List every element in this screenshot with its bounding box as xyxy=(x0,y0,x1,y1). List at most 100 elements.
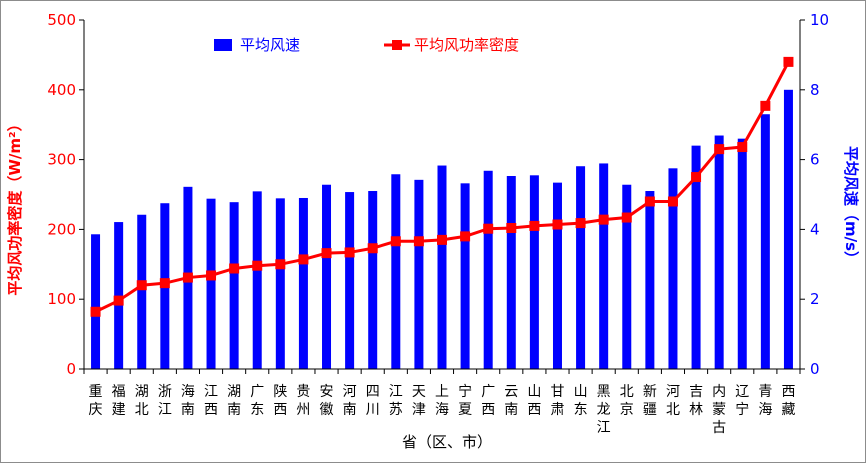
line-point-安徽 xyxy=(321,248,332,259)
line-point-湖南 xyxy=(229,263,240,274)
y-left-tick-label: 300 xyxy=(47,151,76,169)
x-tick-label-新疆: 新疆 xyxy=(643,384,657,418)
x-tick-label-内蒙古: 内蒙古 xyxy=(712,384,726,436)
y-right-tick-label: 0 xyxy=(810,360,820,378)
legend-swatch-marker xyxy=(392,40,402,50)
x-tick-label-山西: 山西 xyxy=(527,384,541,418)
y-right-tick-label: 4 xyxy=(810,220,820,238)
y-left-tick-label: 500 xyxy=(47,11,76,29)
x-tick-label-湖南: 湖南 xyxy=(227,384,241,418)
line-point-江苏 xyxy=(390,236,401,247)
x-tick-label-贵州: 贵州 xyxy=(296,384,310,418)
bar-安徽 xyxy=(322,184,332,369)
bar-辽宁 xyxy=(737,138,747,369)
x-tick-label-甘肃: 甘肃 xyxy=(550,384,564,418)
line-point-四川 xyxy=(367,243,378,254)
bar-山东 xyxy=(576,166,586,369)
line-point-陕西 xyxy=(275,259,286,270)
y-left-tick-label: 400 xyxy=(47,81,76,99)
x-axis-title: 省（区、市） xyxy=(402,433,492,451)
bar-江西 xyxy=(206,198,216,369)
bar-河南 xyxy=(345,192,355,369)
x-tick-label-福建: 福建 xyxy=(112,384,126,418)
x-tick-label-黑龙江: 黑龙江 xyxy=(597,384,611,436)
bar-宁夏 xyxy=(460,183,470,369)
bar-贵州 xyxy=(298,197,308,369)
y-right-tick-label: 8 xyxy=(810,81,820,99)
x-tick-label-北京: 北京 xyxy=(620,384,634,418)
x-tick-label-宁夏: 宁夏 xyxy=(458,383,472,418)
line-point-河南 xyxy=(344,247,355,258)
legend: 平均风速 平均风功率密度 xyxy=(214,36,519,54)
x-tick-label-重庆: 重庆 xyxy=(89,384,103,418)
legend-label-bar: 平均风速 xyxy=(240,36,300,54)
line-point-青海 xyxy=(760,100,771,111)
bar-上海 xyxy=(437,165,447,369)
x-tick-label-湖北: 湖北 xyxy=(135,384,149,418)
bar-重庆 xyxy=(91,234,101,369)
line-point-内蒙古 xyxy=(714,144,725,155)
bar-新疆 xyxy=(645,191,655,369)
bar-广西 xyxy=(483,170,493,369)
bar-甘肃 xyxy=(552,182,562,369)
bar-天津 xyxy=(414,179,424,369)
line-point-黑龙江 xyxy=(598,214,609,225)
line-point-重庆 xyxy=(90,306,101,317)
line-point-江西 xyxy=(206,270,217,281)
bar-福建 xyxy=(114,222,124,369)
line-point-天津 xyxy=(413,236,424,247)
bar-青海 xyxy=(760,114,770,369)
bar-河北 xyxy=(668,168,678,369)
y-right-tick-label: 10 xyxy=(810,11,829,29)
bar-陕西 xyxy=(275,198,285,369)
bar-北京 xyxy=(622,184,632,369)
x-tick-label-海南: 海南 xyxy=(181,384,195,418)
line-point-甘肃 xyxy=(552,219,563,230)
x-tick-label-安徽: 安徽 xyxy=(320,384,334,418)
line-point-广西 xyxy=(483,223,494,234)
line-point-新疆 xyxy=(644,196,655,207)
line-point-北京 xyxy=(621,212,632,223)
x-tick-label-河北: 河北 xyxy=(666,384,680,418)
y-right-tick-label: 6 xyxy=(810,151,820,169)
line-point-上海 xyxy=(437,234,447,245)
x-tick-label-江苏: 江苏 xyxy=(389,384,403,418)
x-tick-label-广东: 广东 xyxy=(250,384,264,418)
bar-黑龙江 xyxy=(599,163,609,369)
x-tick-label-浙江: 浙江 xyxy=(158,384,172,418)
line-point-辽宁 xyxy=(737,142,748,153)
bar-湖南 xyxy=(229,202,239,369)
bar-云南 xyxy=(506,176,516,369)
bar-西藏 xyxy=(783,89,793,370)
bar-四川 xyxy=(368,191,378,369)
x-tick-label-吉林: 吉林 xyxy=(689,384,703,418)
line-point-贵州 xyxy=(298,254,309,265)
x-tick-label-四川: 四川 xyxy=(366,384,380,418)
line-point-山东 xyxy=(575,218,586,229)
bar-内蒙古 xyxy=(714,135,724,369)
bar-广东 xyxy=(252,191,262,369)
line-point-福建 xyxy=(113,295,124,306)
bar-江苏 xyxy=(391,174,401,369)
bar-湖北 xyxy=(137,214,147,369)
line-point-海南 xyxy=(182,272,193,283)
line-point-浙江 xyxy=(159,278,170,289)
x-tick-label-上海: 上海 xyxy=(435,384,449,418)
bar-山西 xyxy=(529,175,539,369)
x-tick-label-广西: 广西 xyxy=(481,384,495,418)
x-tick-label-陕西: 陕西 xyxy=(273,384,287,418)
bar-吉林 xyxy=(691,145,701,369)
y-right-tick-label: 2 xyxy=(810,290,820,308)
line-point-广东 xyxy=(252,260,263,271)
y-axis-right-title: 平均风速（m/s） xyxy=(842,146,860,266)
x-tick-label-辽宁: 辽宁 xyxy=(735,384,749,418)
x-tick-label-西藏: 西藏 xyxy=(781,384,795,418)
line-point-宁夏 xyxy=(460,231,471,242)
line-point-云南 xyxy=(506,223,517,234)
line-point-河北 xyxy=(667,196,678,207)
y-left-tick-label: 200 xyxy=(47,220,76,238)
legend-swatch-bar xyxy=(214,39,232,51)
y-axis-left-title: 平均风功率密度（W/m²） xyxy=(6,116,24,295)
x-tick-label-河南: 河南 xyxy=(343,384,357,418)
